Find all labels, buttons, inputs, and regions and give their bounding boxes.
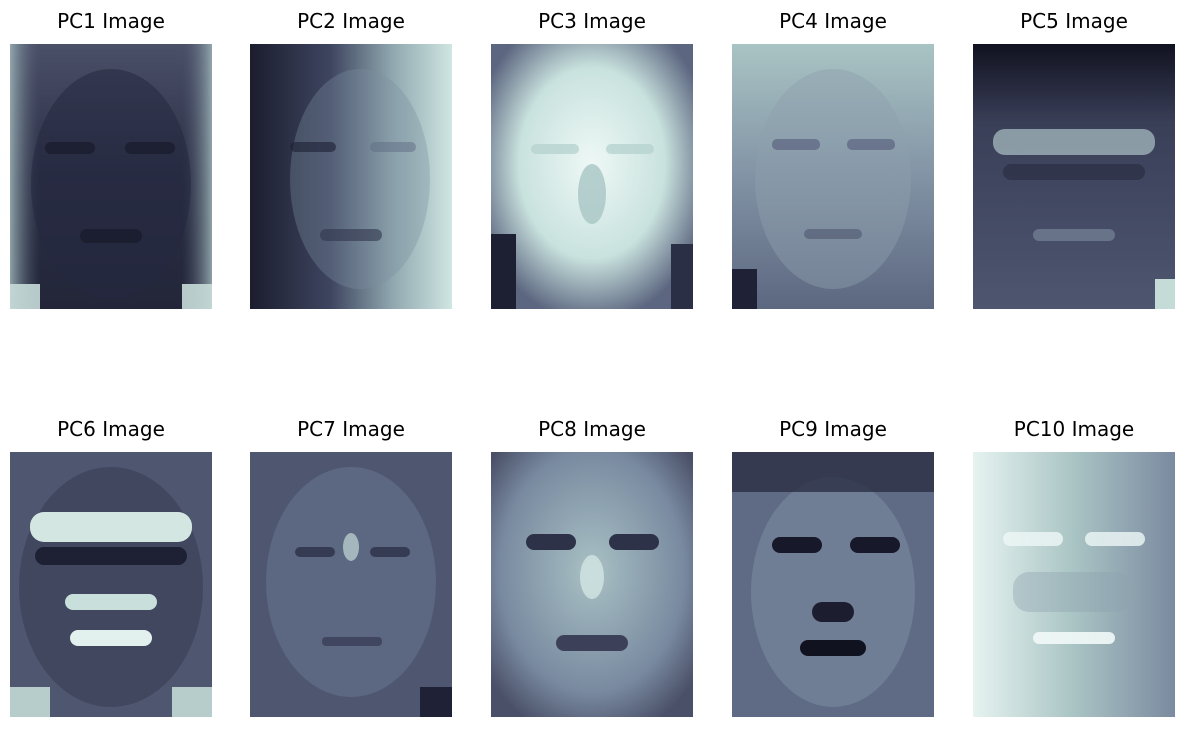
- eigenface-image: [250, 44, 452, 309]
- eigenface-image: [250, 452, 452, 717]
- eigenface-image: [732, 452, 934, 717]
- eigenface-image: [973, 44, 1175, 309]
- panel-title: PC5 Image: [1020, 9, 1128, 33]
- eigenface-image: [10, 452, 212, 717]
- eigenface-image: [10, 44, 212, 309]
- panel-title: PC1 Image: [57, 9, 165, 33]
- panel-title: PC9 Image: [779, 417, 887, 441]
- panel-title: PC10 Image: [1013, 417, 1135, 441]
- panel-title: PC6 Image: [57, 417, 165, 441]
- eigenface-image: [732, 44, 934, 309]
- panel-title: PC2 Image: [297, 9, 405, 33]
- panel-title: PC3 Image: [538, 9, 646, 33]
- eigenface-image: [973, 452, 1175, 717]
- eigenface-image: [491, 44, 693, 309]
- panel-title: PC4 Image: [779, 9, 887, 33]
- panel-title: PC8 Image: [538, 417, 646, 441]
- eigenface-image: [491, 452, 693, 717]
- panel-title: PC7 Image: [297, 417, 405, 441]
